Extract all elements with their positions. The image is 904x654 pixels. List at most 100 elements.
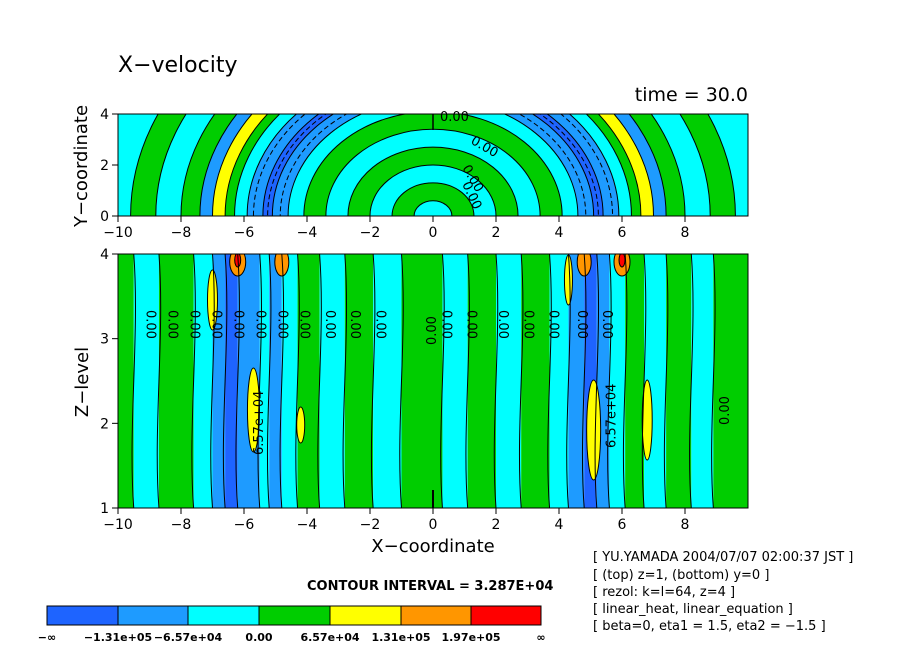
x-tick-label: −6 [234,225,255,241]
bottom-contour-line [131,254,136,508]
bottom-contour-label: 0.00 [142,310,157,339]
bottom-y-axis-label: Z−level [72,347,93,417]
colorbar-bin-5 [329,605,402,626]
y-tick-label: 2 [100,158,109,174]
x-tick-label: 4 [555,225,564,241]
colorbar-bin-3 [187,605,260,626]
bottom-contour-label: 0.00 [231,310,246,339]
top-y-axis-label: Y−coordinate [71,105,92,228]
bottom-contour-line [210,254,215,508]
bottom-contour-label: 0.00 [599,310,614,339]
top-x-ticks: −10 −8 −6 −4 −2 0 2 4 6 8 [103,216,689,241]
bottom-contour-line [222,254,228,508]
bottom-contour-line [156,254,162,508]
bottom-contour-line [518,254,524,508]
x-tick-label: 6 [618,517,627,533]
bottom-contour-label: 6.57e+04 [605,384,620,448]
bottom-band [259,254,270,508]
x-tick-label: 2 [492,225,501,241]
bottom-band [344,254,374,508]
bottom-blob [641,379,653,461]
x-axis-label: X−coordinate [371,536,494,557]
y-tick-label: 1 [100,501,109,517]
info-block: [ YU.YAMADA 2004/07/07 02:00:37 JST ] [ … [593,550,853,634]
bottom-contour-label: 0.00 [718,396,733,425]
bottom-contour-label: 0.00 [322,310,337,339]
top-ring [414,200,452,216]
x-tick-label: −8 [171,225,192,241]
y-tick-label: 4 [100,247,109,263]
colorbar-label-7: 1.97e+05 [441,631,500,644]
bottom-contour-label: 0.00 [425,316,440,345]
x-tick-label: 8 [681,225,690,241]
bottom-contour-line [581,254,587,508]
bottom-contour-line [465,254,470,508]
bottom-contour-fill [118,254,748,508]
bottom-contour-line [689,254,694,508]
colorbar-label-8: ∞ [536,631,545,644]
y-tick-label: 4 [100,107,109,123]
top-contour-line [369,164,497,216]
bottom-band [467,254,496,508]
bottom-contour-line [493,254,499,508]
contour-interval: CONTOUR INTERVAL = 3.287E+04 [307,579,553,594]
x-tick-label: −10 [103,225,133,241]
colorbar-label-5: 6.57e+04 [300,631,359,644]
bottom-contour-line [191,254,196,508]
bottom-contour-line [317,254,322,508]
bottom-contour-line [594,254,600,508]
bottom-contour-label: 0.00 [297,310,312,339]
bottom-x-ticks: −10 −8 −6 −4 −2 0 2 4 6 8 [103,508,689,533]
bottom-contour-line [566,254,571,508]
bottom-contour-label: 0.00 [520,310,535,339]
y-tick-label: 0 [100,209,109,225]
bottom-contour-lines [131,254,716,508]
bottom-blob [563,254,573,306]
colorbar-label-6: 1.31e+05 [371,631,430,644]
x-tick-label: −2 [360,517,381,533]
bottom-band [158,254,194,508]
top-ring [392,182,474,216]
bottom-band [225,254,238,508]
x-tick-label: 2 [492,517,501,533]
bottom-contour-line [266,254,272,508]
bottom-contour-label: 0.00 [164,310,179,339]
bottom-blob [274,254,290,277]
colorbar-bin-6 [400,605,472,626]
bottom-band [193,254,213,508]
colorbar-label-3: −6.57e+04 [154,631,223,644]
bottom-contour-label: 0.00 [209,310,224,339]
bottom-y-ticks: 1 2 3 4 [100,247,118,517]
bottom-blob [618,254,626,268]
bottom-contour-line [257,254,262,508]
bottom-blob [576,254,592,277]
x-tick-label: 6 [618,225,627,241]
top-contour-label-1: 0.00 [440,110,469,125]
x-tick-label: −4 [297,517,318,533]
x-tick-label: 0 [429,517,438,533]
bottom-band [269,254,282,508]
y-tick-label: 2 [100,416,109,432]
bottom-contour-label: 0.00 [347,310,362,339]
colorbar-label-4: 0.00 [245,631,272,644]
bottom-blob [207,269,218,331]
info-line-4: [ linear_heat, linear_equation ] [593,602,793,617]
bottom-contour-line [622,254,628,508]
bottom-contour-label: 0.00 [372,310,387,339]
bottom-contour-line [279,254,285,508]
top-panel: −10 −8 −6 −4 −2 0 2 4 6 8 0 2 4 Y−coordinate 0.00 0… [71,105,749,241]
bottom-blob [246,367,260,453]
colorbar-label-2: −1.31e+05 [84,631,152,644]
chart-title: X−velocity [118,53,238,78]
x-tick-label: −10 [103,517,133,533]
x-tick-label: −2 [360,225,381,241]
bottom-band [625,254,645,508]
x-tick-label: −8 [171,517,192,533]
bottom-band [713,254,748,508]
bottom-contour-line [342,254,348,508]
info-line-1: [ YU.YAMADA 2004/07/07 02:00:37 JST ] [593,550,853,565]
info-line-3: [ rezol: k=l=64, z=4 ] [593,585,735,600]
colorbar-label-1: −∞ [38,631,56,644]
